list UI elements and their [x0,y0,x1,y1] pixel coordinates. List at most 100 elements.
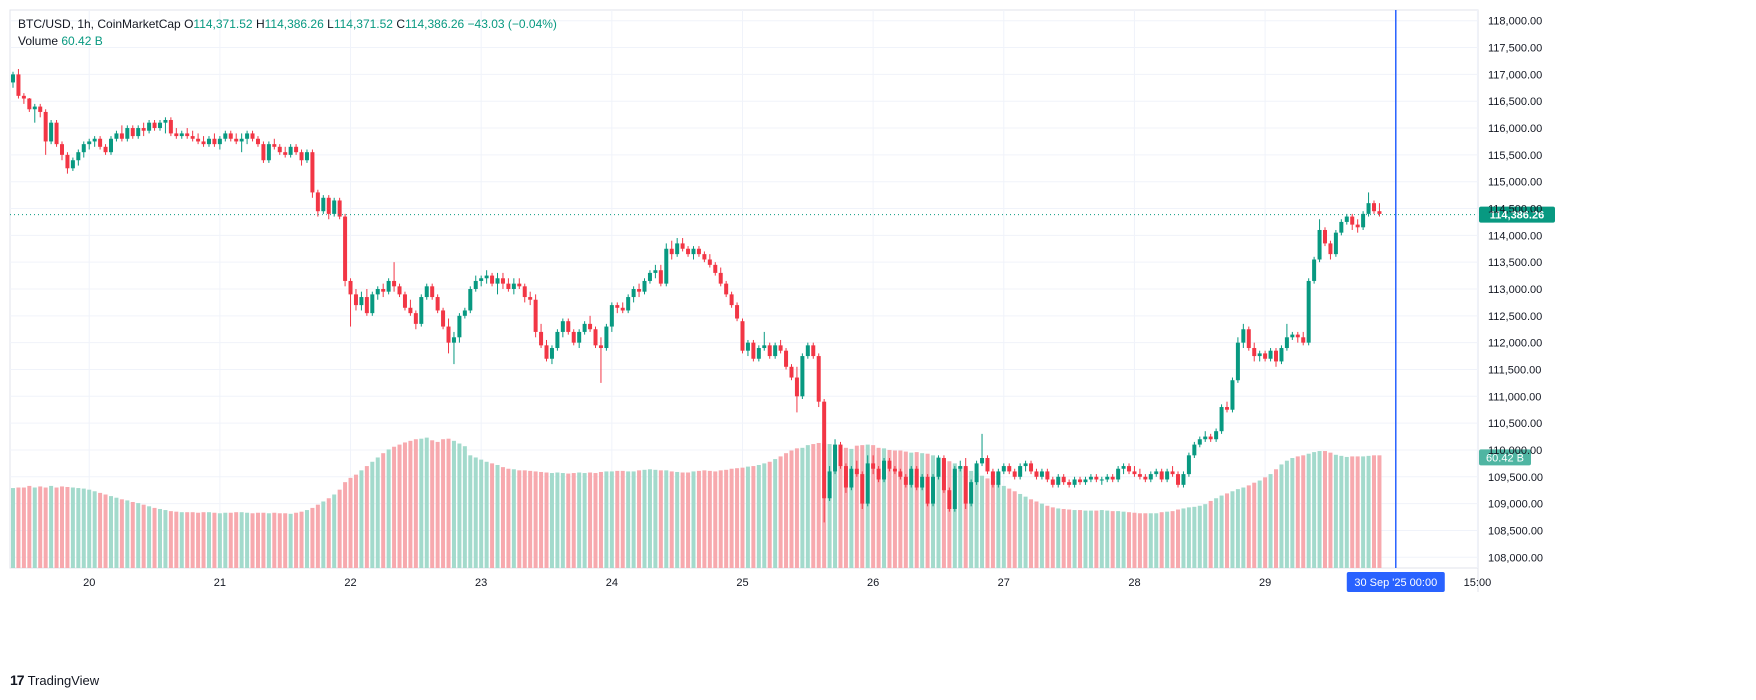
volume-bar [566,473,571,568]
candle-body [631,289,636,298]
price-tick-label: 110,500.00 [1488,418,1542,430]
candle-body [364,297,369,314]
time-tick-label: 29 [1259,577,1271,589]
candle-body [261,144,266,161]
candle-body [571,331,576,343]
volume-bar [353,474,358,568]
price-tick-label: 111,500.00 [1488,364,1541,376]
candle-body [914,468,919,488]
tradingview-logo[interactable]: 17 TradingView [10,672,99,688]
candle-body [408,307,413,314]
volume-bar [1154,513,1159,568]
candles [11,69,1382,523]
candle-body [718,272,723,284]
candle-body [658,270,663,284]
volume-bar [168,511,173,568]
volume-bar [304,510,309,568]
volume-bar [1083,510,1088,568]
candle-body [1132,471,1137,475]
volume-bar [903,451,908,568]
volume-bar [892,450,897,568]
volume-bar [1116,511,1121,568]
candle-body [1361,213,1366,228]
candle-body [729,294,734,306]
candle-body [315,192,320,212]
candle-body [713,264,718,273]
candle-body [212,138,217,145]
volume-bar [147,506,152,568]
candle-body [1039,471,1044,477]
volume-bar [778,456,783,568]
candle-body [239,138,244,142]
volume-bar [1317,451,1322,568]
candle-body [70,160,75,169]
candle-body [1099,479,1104,481]
candle-body [637,289,642,292]
candle-body [1284,337,1289,349]
time-tick-label: 26 [867,577,879,589]
time-tick-label: 22 [344,577,356,589]
low-label: L [327,17,334,31]
volume-bar [108,496,113,568]
candle-body [892,468,897,472]
price-tick-label: 112,000.00 [1488,338,1542,350]
candle-body [1328,243,1333,255]
volume-bar [1050,507,1055,568]
candle-body [245,133,250,139]
candle-body [669,248,674,255]
volume-label[interactable]: Volume [18,34,59,48]
price-tick-label: 117,500.00 [1488,43,1542,55]
volume-bar [1127,512,1132,568]
candle-body [506,283,511,289]
candle-body [751,342,756,359]
volume-bar [1279,464,1284,568]
volume-row: Volume 60.42 B [18,33,557,50]
candle-body [871,463,876,469]
candle-body [266,144,271,161]
volume-bar [735,468,740,568]
candle-body [168,119,173,134]
candle-body [201,141,206,145]
candle-body [740,321,745,351]
price-tick-label: 108,500.00 [1488,525,1543,537]
candle-body [1372,203,1376,212]
volume-bar [1088,510,1093,568]
candle-body [288,146,293,155]
candle-body [843,466,848,488]
volume-bar [745,466,750,568]
candle-body [887,460,892,469]
volume-bar [152,507,157,568]
volume-bar [462,446,467,568]
volume-bar [479,459,484,568]
volume-bar [446,438,451,568]
price-tick-label: 114,500.00 [1488,204,1542,216]
volume-bar [370,461,375,568]
volume-bar [1372,455,1376,568]
candle-body [98,138,103,147]
volume-bar [468,455,473,568]
candle-body [1306,280,1311,343]
volume-bar [1012,491,1017,568]
candle-body [1007,466,1012,472]
candle-body [865,463,870,504]
time-tick-label: 28 [1128,577,1140,589]
candle-body [1257,353,1262,357]
candle-body [974,463,979,483]
volume-bar [337,489,342,568]
volume-bar [1176,509,1181,568]
candle-body [941,458,946,491]
volume-bar [963,468,968,568]
time-tick-label: 24 [606,577,618,589]
volume-bar [239,512,244,568]
candle-body [1366,203,1371,214]
volume-bar [533,471,538,568]
candle-body [1116,468,1121,480]
volume-bar [724,469,729,568]
volume-bar [539,471,544,568]
candle-body [517,283,522,287]
open-label: O [184,17,194,31]
symbol-label[interactable]: BTC/USD, 1h, CoinMarketCap [18,17,181,31]
volume-bar [865,444,870,568]
candle-body [784,350,789,367]
